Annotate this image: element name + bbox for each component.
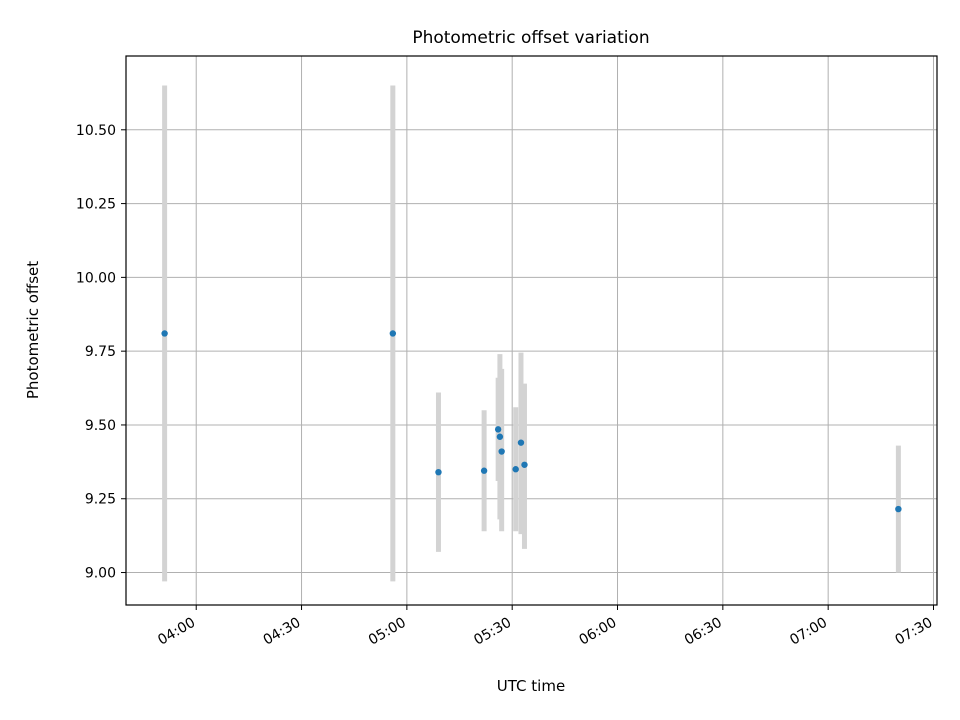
x-tick-label: 06:00 <box>577 615 620 649</box>
y-tick-label: 9.25 <box>85 492 116 508</box>
x-tick-label: 04:30 <box>261 615 304 649</box>
x-tick-label: 05:00 <box>366 615 409 649</box>
plot-area-frame <box>125 55 938 606</box>
x-tick-label: 05:30 <box>471 615 514 649</box>
y-tick-label: 10.25 <box>76 197 116 213</box>
data-point <box>435 468 442 476</box>
y-tick-label: 10.00 <box>76 270 116 286</box>
y-tick-label: 9.00 <box>85 566 116 582</box>
data-point <box>480 467 488 474</box>
error-bars <box>162 85 901 582</box>
data-point <box>895 505 902 513</box>
data-point <box>512 466 519 473</box>
x-tick-label: 06:30 <box>682 615 725 649</box>
data-point <box>161 330 168 337</box>
y-tick-label: 9.50 <box>85 418 116 434</box>
y-tick-label: 9.75 <box>85 344 116 360</box>
x-axis-ticks: 04:00 04:30 05:00 05:30 06:00 06:30 07:00 07:30 <box>155 605 935 649</box>
data-point <box>498 448 505 455</box>
x-axis-label: UTC time <box>497 677 565 695</box>
data-point <box>389 330 397 337</box>
data-point <box>517 439 525 446</box>
x-tick-label: 07:00 <box>787 615 830 649</box>
data-point <box>496 433 504 440</box>
data-point <box>521 461 528 468</box>
y-axis-ticks: 9.00 9.25 9.50 9.75 10.00 10.25 10.50 <box>76 123 126 582</box>
y-axis-label: Photometric offset <box>24 261 42 399</box>
x-tick-label: 07:30 <box>893 615 936 649</box>
x-tick-label: 04:00 <box>155 615 198 649</box>
data-points <box>161 330 902 513</box>
y-tick-label: 10.50 <box>76 123 116 139</box>
grid <box>126 56 937 605</box>
chart-title: Photometric offset variation <box>412 28 649 48</box>
data-point <box>494 426 502 433</box>
